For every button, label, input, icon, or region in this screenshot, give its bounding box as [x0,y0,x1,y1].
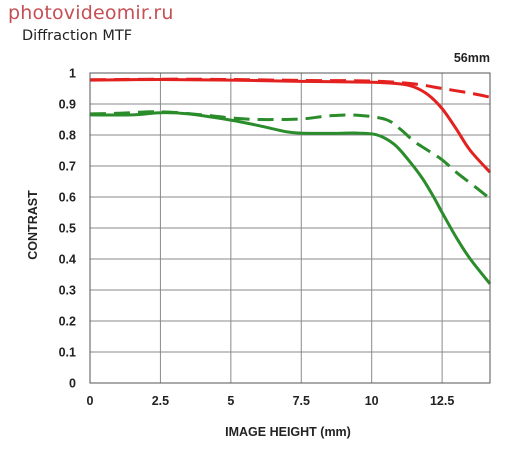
plot-frame [89,72,491,384]
y-axis-title: CONTRAST [26,190,40,260]
watermark-text: photovideomir.ru [8,2,174,24]
x-tick-label: 0 [87,394,94,408]
x-tick-label: 12.5 [430,394,454,408]
series-layer [89,77,492,285]
y-tick-label: 0.8 [59,129,76,143]
y-tick-label: 0.5 [59,222,76,236]
x-tick-label: 7.5 [293,394,310,408]
y-tick-label: 0.9 [59,98,76,112]
y-tick-label: 0.1 [59,346,76,360]
x-tick-label: 5 [227,394,234,408]
y-tick-label: 0 [69,377,76,391]
x-tick-label: 10 [365,394,379,408]
series-line-red-solid [89,78,492,174]
focal-length-label: 56mm [453,51,490,65]
y-tick-label: 0.3 [59,284,76,298]
series-line-green-dashed [89,110,491,200]
x-tick-label: 2.5 [152,394,169,408]
label-layer: 00.10.20.30.40.50.60.70.80.910 2.5 5 7.5 10 1… [59,67,455,409]
y-tick-label: 1 [69,67,76,81]
y-tick-label: 0.2 [59,315,76,329]
chart-subtitle: Diffraction MTF [22,28,133,44]
x-axis-title: IMAGE HEIGHT (mm) [225,425,351,439]
series-line-green-solid [89,111,492,285]
y-tick-label: 0.4 [59,253,76,267]
frame-layer [89,72,491,384]
y-tick-label: 0.7 [59,160,76,174]
y-tick-label: 0.6 [59,191,76,205]
